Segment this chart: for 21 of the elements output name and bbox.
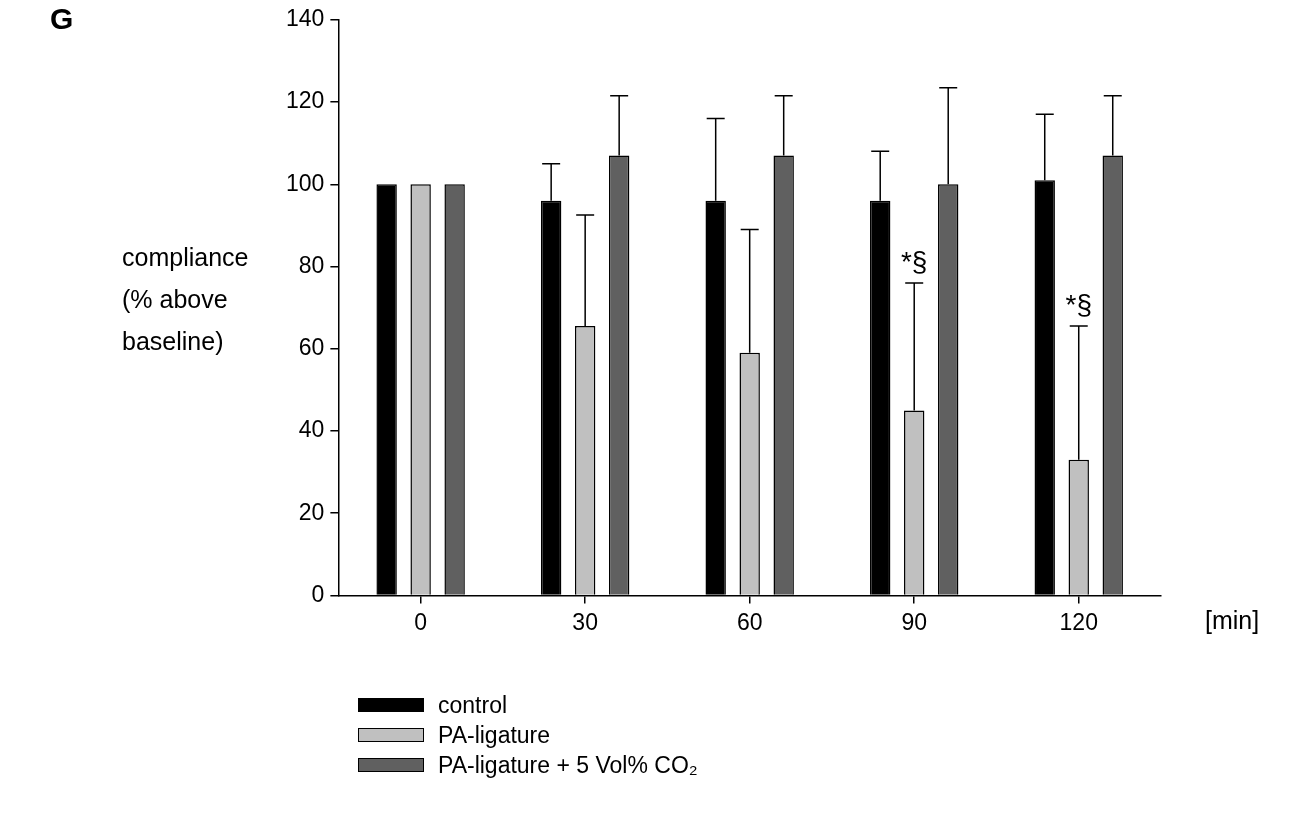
y-tick-label: 0 [311,580,325,607]
text: G [50,2,74,36]
x-tick-label: 0 [414,608,428,635]
legend-label: PA-ligature [438,721,551,749]
legend-label: PA-ligature + 5 Vol% CO₂ [438,751,698,779]
legend-label: control [438,691,508,719]
y-tick-label: 80 [298,251,325,278]
x-tick-label: 60 [736,608,763,635]
y-axis-title: compliance (% above baseline) [122,242,249,357]
y-tick-label: 120 [286,87,325,114]
x-tick-label: 120 [1059,608,1098,635]
y-tick-label: 20 [298,498,325,525]
x-tick-label: 90 [901,608,928,635]
y-tick-label: 60 [298,334,325,361]
y-tick-label: 40 [298,416,325,443]
y-tick-label: 140 [286,5,325,32]
x-tick-label: 30 [572,608,598,635]
annotation: *§ [900,245,928,277]
y-tick-label: 100 [286,169,325,196]
annotation: *§ [1065,288,1092,320]
x-axis-title: [min] [1205,606,1260,635]
